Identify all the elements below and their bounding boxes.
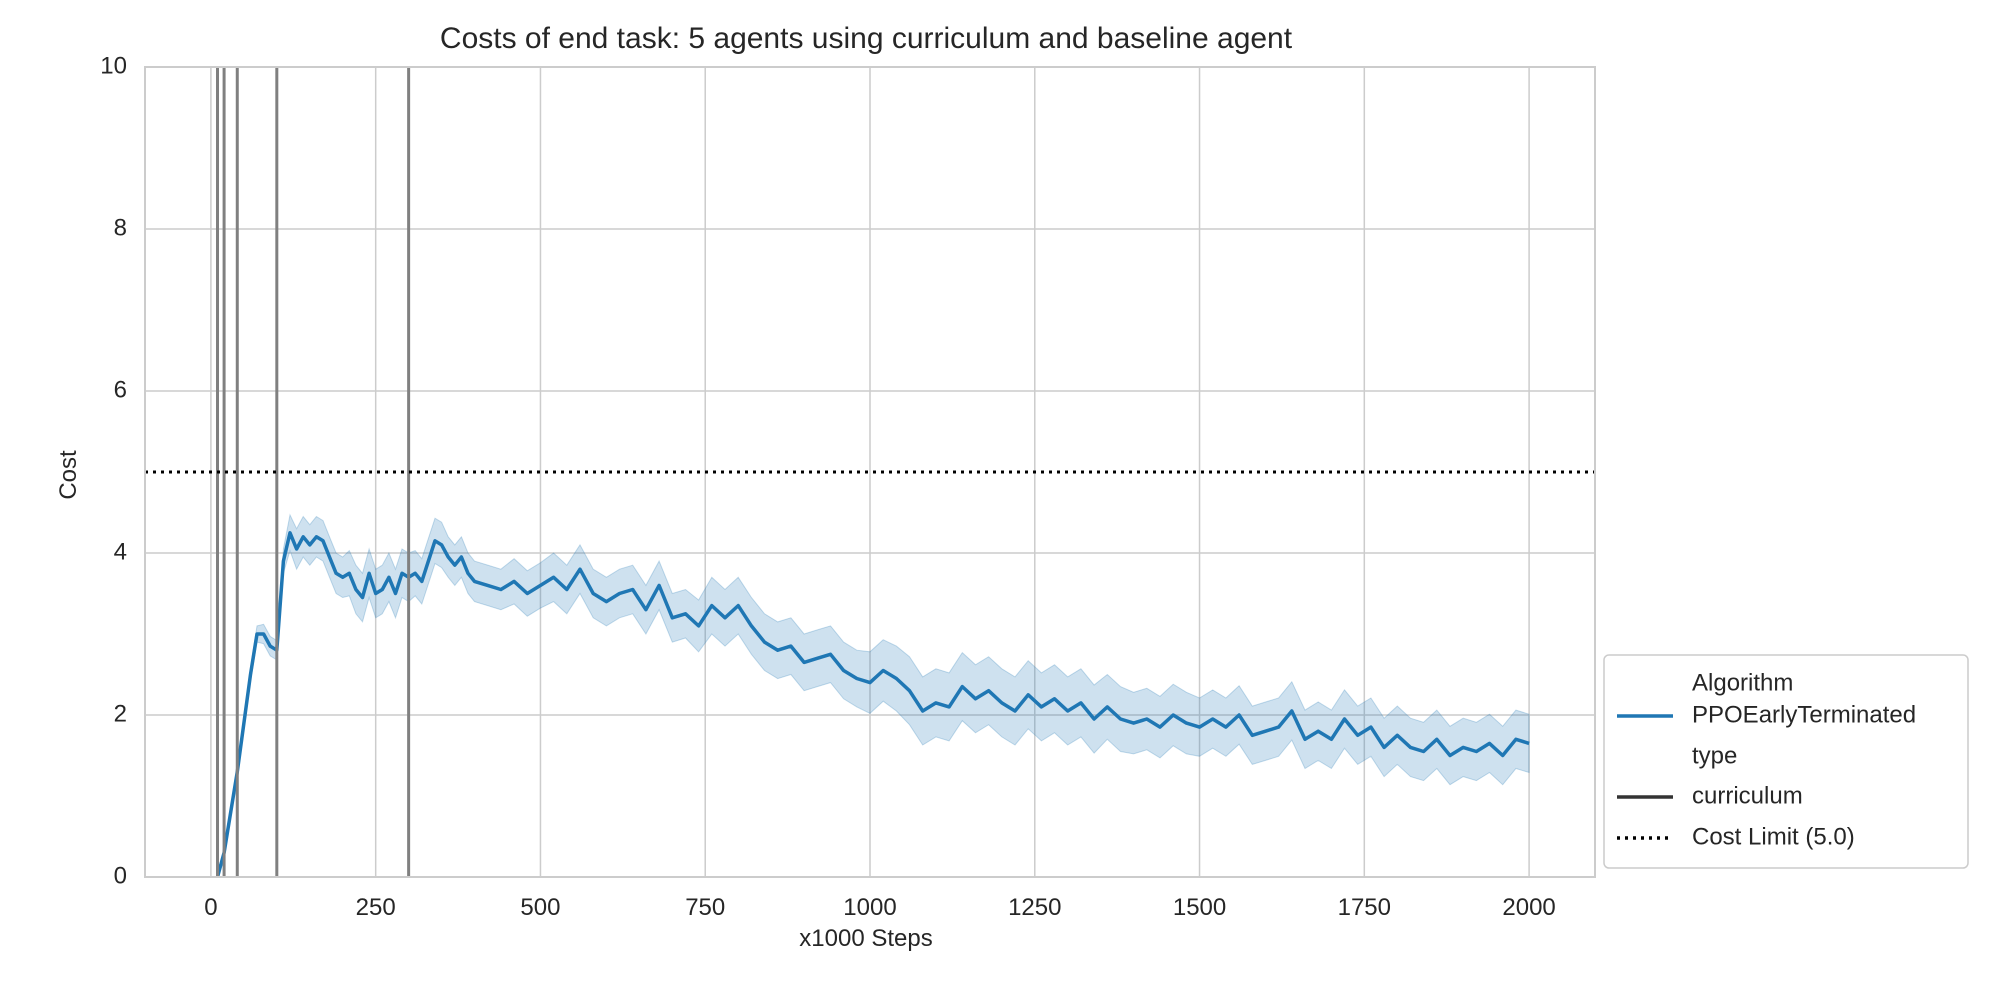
x-tick-label: 1500 bbox=[1173, 894, 1226, 921]
x-tick-label: 750 bbox=[685, 894, 725, 921]
x-tick-label: 500 bbox=[520, 894, 560, 921]
confidence-band bbox=[217, 513, 1530, 878]
confidence-band-layer bbox=[217, 513, 1530, 878]
y-tick-labels: 0 2 4 6 8 10 bbox=[100, 52, 127, 889]
legend-title-type: type bbox=[1692, 742, 1737, 769]
legend-label-series: PPOEarlyTerminated bbox=[1692, 701, 1916, 728]
y-tick-label: 6 bbox=[114, 376, 127, 403]
legend: Algorithm PPOEarlyTerminated type curric… bbox=[1603, 654, 1969, 869]
legend-label-curriculum: curriculum bbox=[1692, 782, 1803, 809]
y-tick-label: 0 bbox=[114, 862, 127, 889]
x-tick-label: 1250 bbox=[1008, 894, 1061, 921]
x-tick-label: 1750 bbox=[1338, 894, 1391, 921]
y-tick-label: 4 bbox=[114, 538, 127, 565]
y-tick-label: 10 bbox=[100, 52, 127, 79]
y-tick-label: 2 bbox=[114, 700, 127, 727]
chart-title: Costs of end task: 5 agents using curric… bbox=[440, 22, 1293, 55]
series-line-layer bbox=[215, 531, 1530, 878]
x-tick-label: 2000 bbox=[1502, 894, 1555, 921]
x-tick-label: 1000 bbox=[843, 894, 896, 921]
legend-title-algorithm: Algorithm bbox=[1692, 669, 1793, 696]
series-line bbox=[215, 531, 1530, 878]
x-axis-label: x1000 Steps bbox=[799, 925, 932, 952]
legend-label-cost-limit: Cost Limit (5.0) bbox=[1692, 823, 1855, 850]
y-axis-label: Cost bbox=[55, 450, 82, 500]
x-tick-labels: 0 250 500 750 1000 1250 1500 1750 2000 bbox=[204, 894, 1556, 921]
x-tick-label: 0 bbox=[204, 894, 217, 921]
x-tick-label: 250 bbox=[356, 894, 396, 921]
plot-frame bbox=[144, 66, 1596, 878]
legend-frame bbox=[1603, 654, 1969, 869]
y-tick-label: 8 bbox=[114, 214, 127, 241]
